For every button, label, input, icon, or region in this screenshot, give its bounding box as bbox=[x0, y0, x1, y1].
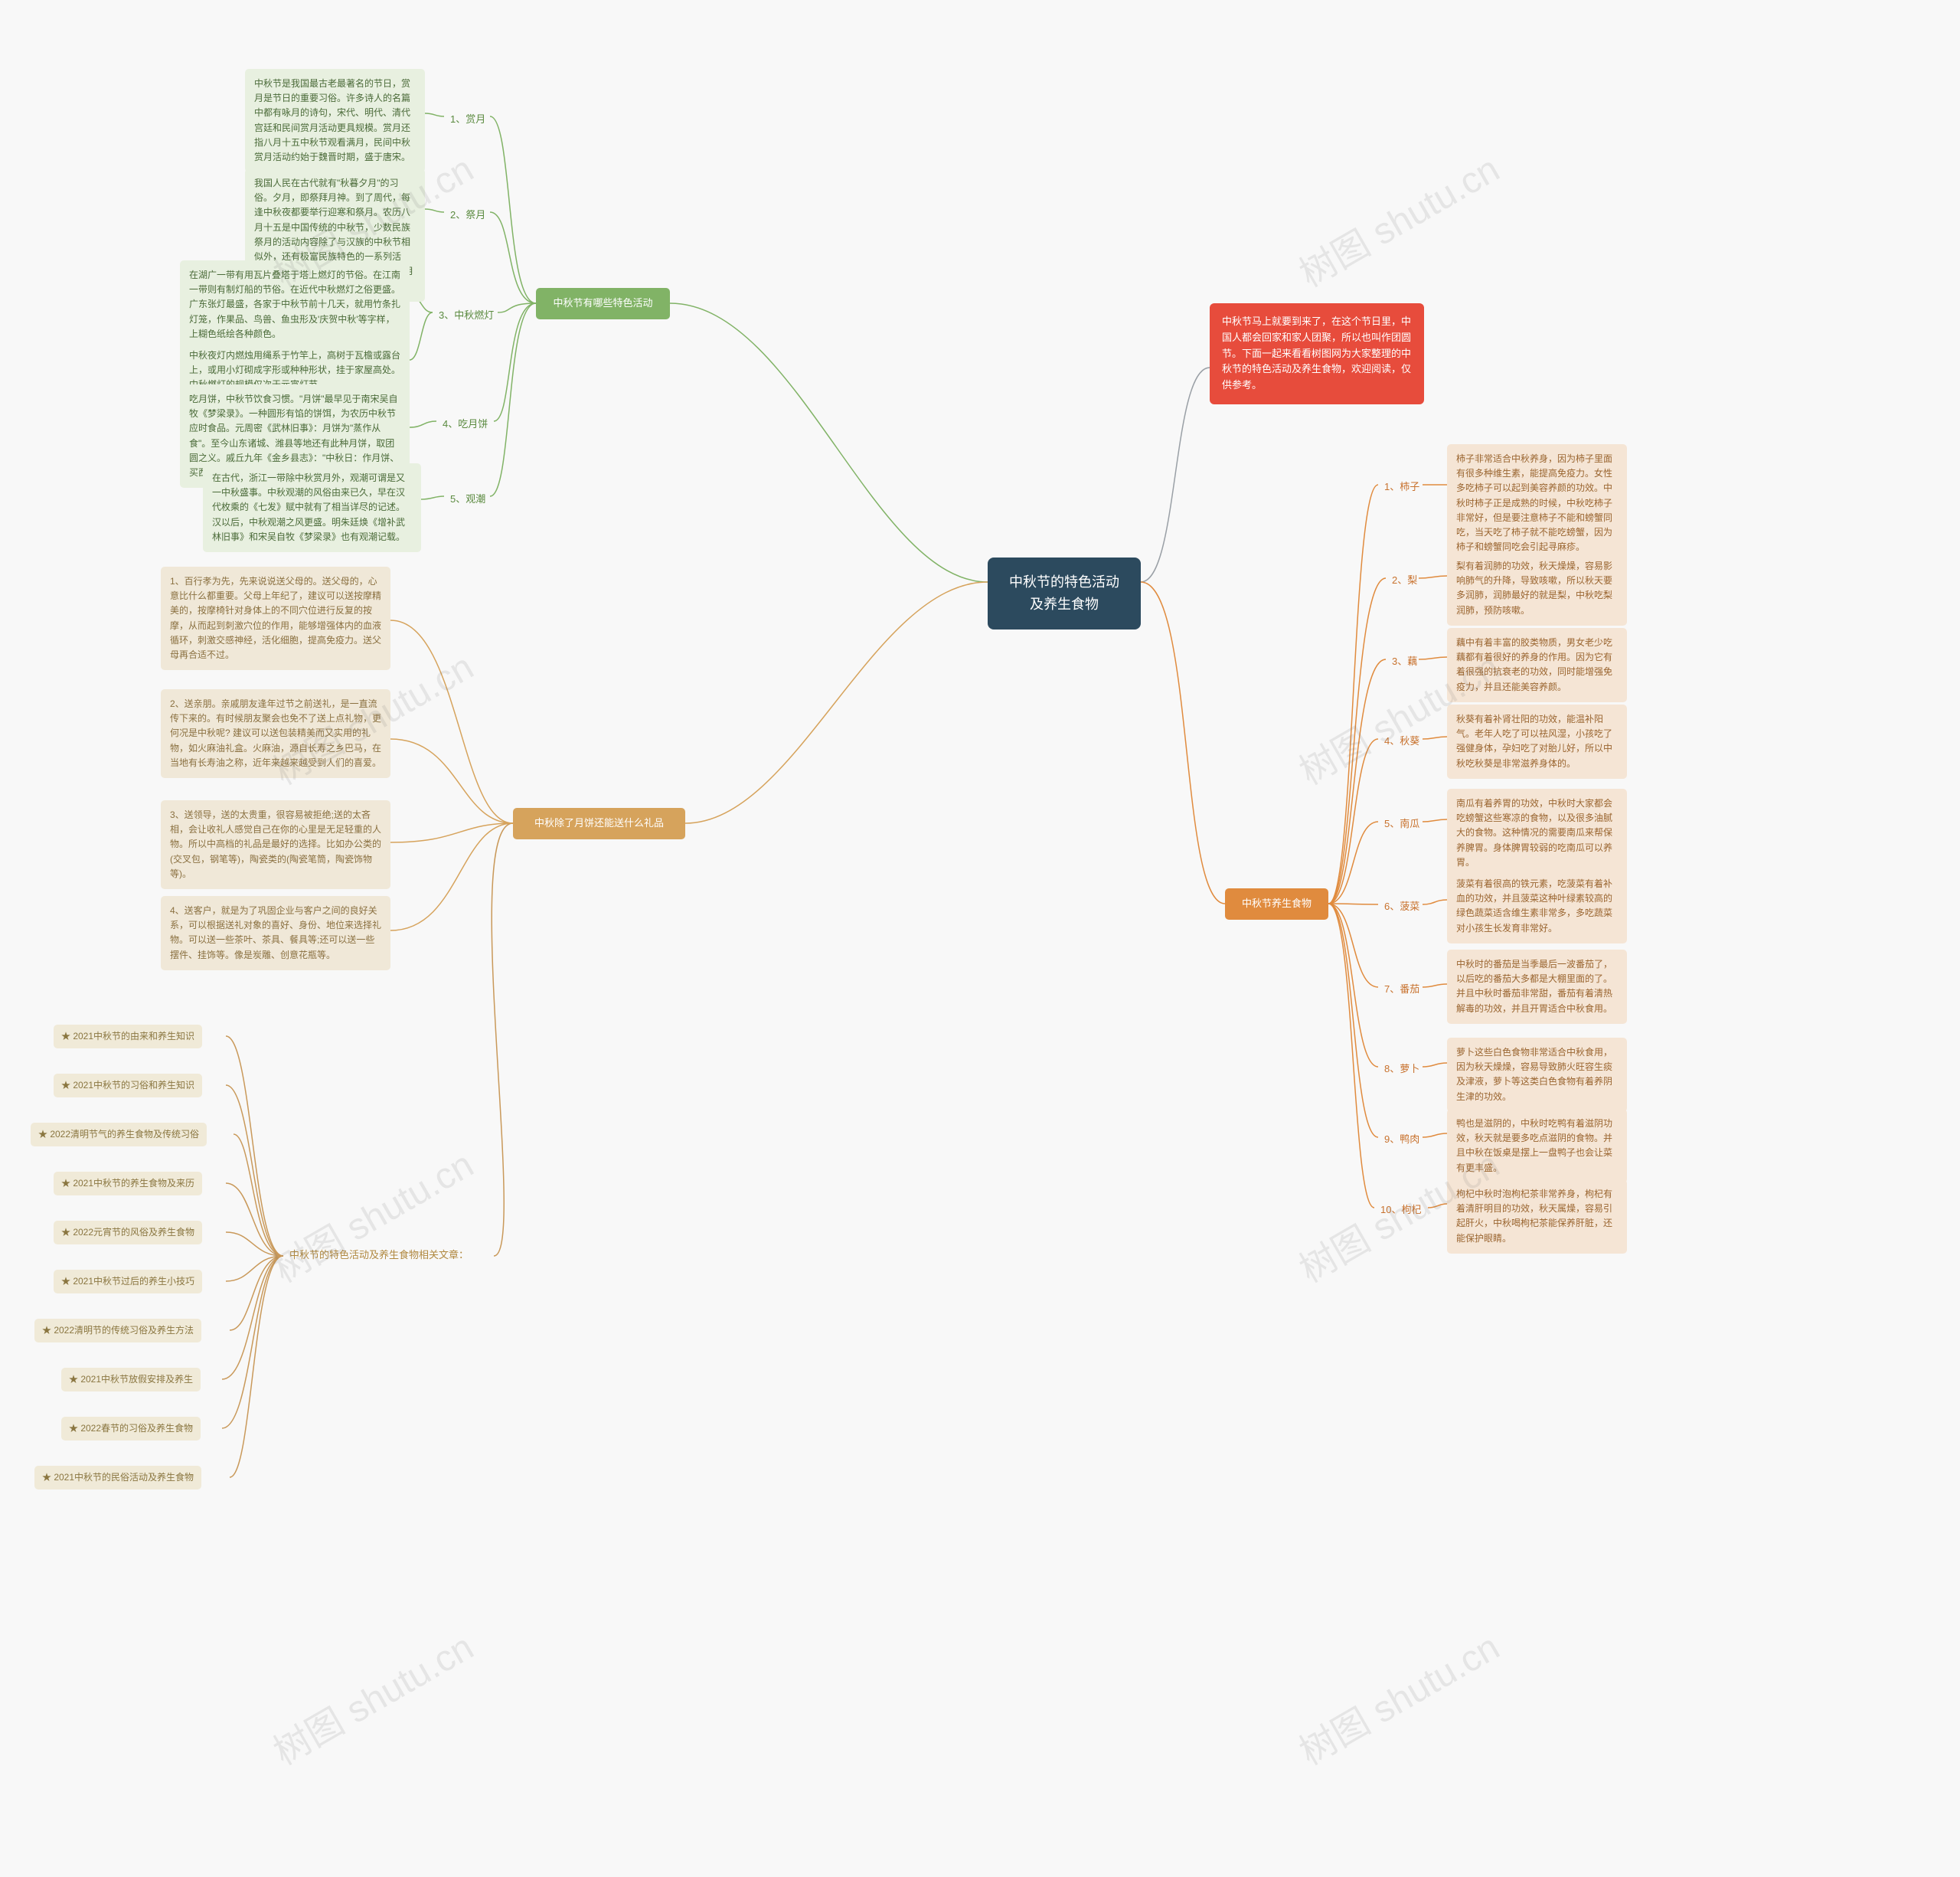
activity-sub-1[interactable]: 1、赏月 bbox=[444, 107, 492, 132]
food-sub-10[interactable]: 10、枸杞 bbox=[1374, 1198, 1427, 1223]
activity-sub-4[interactable]: 4、吃月饼 bbox=[436, 412, 494, 437]
related-item-10[interactable]: ★ 2021中秋节的民俗活动及养生食物 bbox=[34, 1466, 201, 1490]
gift-leaf-2[interactable]: 2、送亲朋。亲戚朋友逢年过节之前送礼，是一直流传下来的。有时候朋友聚会也免不了送… bbox=[161, 689, 390, 778]
food-sub-6[interactable]: 6、菠菜 bbox=[1378, 894, 1426, 920]
root-title: 中秋节的特色活动及养生食物 bbox=[1009, 574, 1119, 612]
food-sub-4[interactable]: 4、秋葵 bbox=[1378, 729, 1426, 754]
food-leaf-4[interactable]: 秋葵有着补肾壮阳的功效，能温补阳气。老年人吃了可以祛风湿，小孩吃了强健身体，孕妇… bbox=[1447, 705, 1627, 779]
mindmap-container: 中秋节的特色活动及养生食物 中秋节马上就要到来了，在这个节日里，中国人都会回家和… bbox=[31, 31, 1929, 1816]
related-item-6[interactable]: ★ 2021中秋节过后的养生小技巧 bbox=[54, 1270, 202, 1293]
branch-activities[interactable]: 中秋节有哪些特色活动 bbox=[536, 288, 670, 319]
activity-leaf-5[interactable]: 在古代，浙江一带除中秋赏月外，观潮可谓是又一中秋盛事。中秋观潮的风俗由来已久，早… bbox=[203, 463, 421, 552]
root-node[interactable]: 中秋节的特色活动及养生食物 bbox=[988, 558, 1141, 629]
branch-related[interactable]: 中秋节的特色活动及养生食物相关文章： bbox=[283, 1243, 494, 1268]
gift-leaf-4[interactable]: 4、送客户，就是为了巩固企业与客户之间的良好关系，可以根据送礼对象的喜好、身份、… bbox=[161, 896, 390, 970]
food-sub-5[interactable]: 5、南瓜 bbox=[1378, 812, 1426, 837]
activity-sub-2[interactable]: 2、祭月 bbox=[444, 203, 492, 228]
related-item-5[interactable]: ★ 2022元宵节的风俗及养生食物 bbox=[54, 1221, 202, 1244]
related-item-9[interactable]: ★ 2022春节的习俗及养生食物 bbox=[61, 1417, 201, 1440]
branch-gifts[interactable]: 中秋除了月饼还能送什么礼品 bbox=[513, 808, 685, 839]
food-leaf-5[interactable]: 南瓜有着养胃的功效，中秋时大家都会吃螃蟹这些寒凉的食物，以及很多油腻大的食物。这… bbox=[1447, 789, 1627, 878]
activity-sub-3[interactable]: 3、中秋燃灯 bbox=[433, 303, 500, 329]
activity-leaf-3a[interactable]: 在湖广一带有用瓦片叠塔于塔上燃灯的节俗。在江南一带则有制灯船的节俗。在近代中秋燃… bbox=[180, 260, 410, 349]
branch-gifts-label: 中秋除了月饼还能送什么礼品 bbox=[534, 817, 664, 829]
food-sub-1[interactable]: 1、柿子 bbox=[1378, 475, 1426, 500]
branch-foods[interactable]: 中秋节养生食物 bbox=[1225, 888, 1328, 920]
intro-node[interactable]: 中秋节马上就要到来了，在这个节日里，中国人都会回家和家人团聚，所以也叫作团圆节。… bbox=[1210, 303, 1424, 404]
food-sub-7[interactable]: 7、番茄 bbox=[1378, 977, 1426, 1002]
activity-sub-5[interactable]: 5、观潮 bbox=[444, 487, 492, 512]
food-leaf-3[interactable]: 藕中有着丰富的胶类物质，男女老少吃藕都有着很好的养身的作用。因为它有着很强的抗衰… bbox=[1447, 628, 1627, 702]
food-sub-9[interactable]: 9、鸭肉 bbox=[1378, 1127, 1426, 1153]
food-leaf-2[interactable]: 梨有着润肺的功效，秋天燥燥，容易影响肺气的升降，导致咳嗽，所以秋天要多润肺，润肺… bbox=[1447, 551, 1627, 626]
related-item-4[interactable]: ★ 2021中秋节的养生食物及来历 bbox=[54, 1172, 202, 1195]
food-leaf-1[interactable]: 柿子非常适合中秋养身，因为柿子里面有很多种维生素，能提高免疫力。女性多吃柿子可以… bbox=[1447, 444, 1627, 562]
food-leaf-9[interactable]: 鸭也是滋阴的，中秋时吃鸭有着滋阴功效，秋天就是要多吃点滋阴的食物。并且中秋在饭桌… bbox=[1447, 1109, 1627, 1183]
related-item-3[interactable]: ★ 2022清明节气的养生食物及传统习俗 bbox=[31, 1123, 207, 1146]
branch-activities-label: 中秋节有哪些特色活动 bbox=[553, 297, 652, 309]
activity-leaf-1[interactable]: 中秋节是我国最古老最著名的节日，赏月是节日的重要习俗。许多诗人的名篇中都有咏月的… bbox=[245, 69, 425, 172]
food-leaf-7[interactable]: 中秋时的番茄是当季最后一波番茄了，以后吃的番茄大多都是大棚里面的了。并且中秋时番… bbox=[1447, 950, 1627, 1024]
intro-text: 中秋节马上就要到来了，在这个节日里，中国人都会回家和家人团聚，所以也叫作团圆节。… bbox=[1222, 316, 1411, 391]
food-sub-2[interactable]: 2、梨 bbox=[1386, 568, 1423, 594]
gift-leaf-3[interactable]: 3、送领导，送的太贵重，很容易被拒绝;送的太吝相，会让收礼人感觉自己在你的心里是… bbox=[161, 800, 390, 889]
branch-foods-label: 中秋节养生食物 bbox=[1242, 898, 1312, 909]
related-item-1[interactable]: ★ 2021中秋节的由来和养生知识 bbox=[54, 1025, 202, 1048]
related-item-2[interactable]: ★ 2021中秋节的习俗和养生知识 bbox=[54, 1074, 202, 1097]
food-leaf-10[interactable]: 枸杞中秋时泡枸杞茶非常养身，枸杞有着清肝明目的功效，秋天属燥，容易引起肝火，中秋… bbox=[1447, 1179, 1627, 1254]
food-leaf-6[interactable]: 菠菜有着很高的铁元素，吃菠菜有着补血的功效，并且菠菜这种叶绿素较高的绿色蔬菜适含… bbox=[1447, 869, 1627, 943]
related-item-7[interactable]: ★ 2022清明节的传统习俗及养生方法 bbox=[34, 1319, 201, 1342]
food-leaf-8[interactable]: 萝卜这些白色食物非常适合中秋食用，因为秋天燥燥，容易导致肺火旺容生痰及津液，萝卜… bbox=[1447, 1038, 1627, 1112]
gift-leaf-1[interactable]: 1、百行孝为先，先来说说送父母的。送父母的，心意比什么都重要。父母上年纪了，建议… bbox=[161, 567, 390, 670]
food-sub-8[interactable]: 8、萝卜 bbox=[1378, 1057, 1426, 1082]
related-item-8[interactable]: ★ 2021中秋节放假安排及养生 bbox=[61, 1368, 201, 1391]
branch-related-label: 中秋节的特色活动及养生食物相关文章： bbox=[289, 1249, 469, 1261]
food-sub-3[interactable]: 3、藕 bbox=[1386, 649, 1423, 675]
